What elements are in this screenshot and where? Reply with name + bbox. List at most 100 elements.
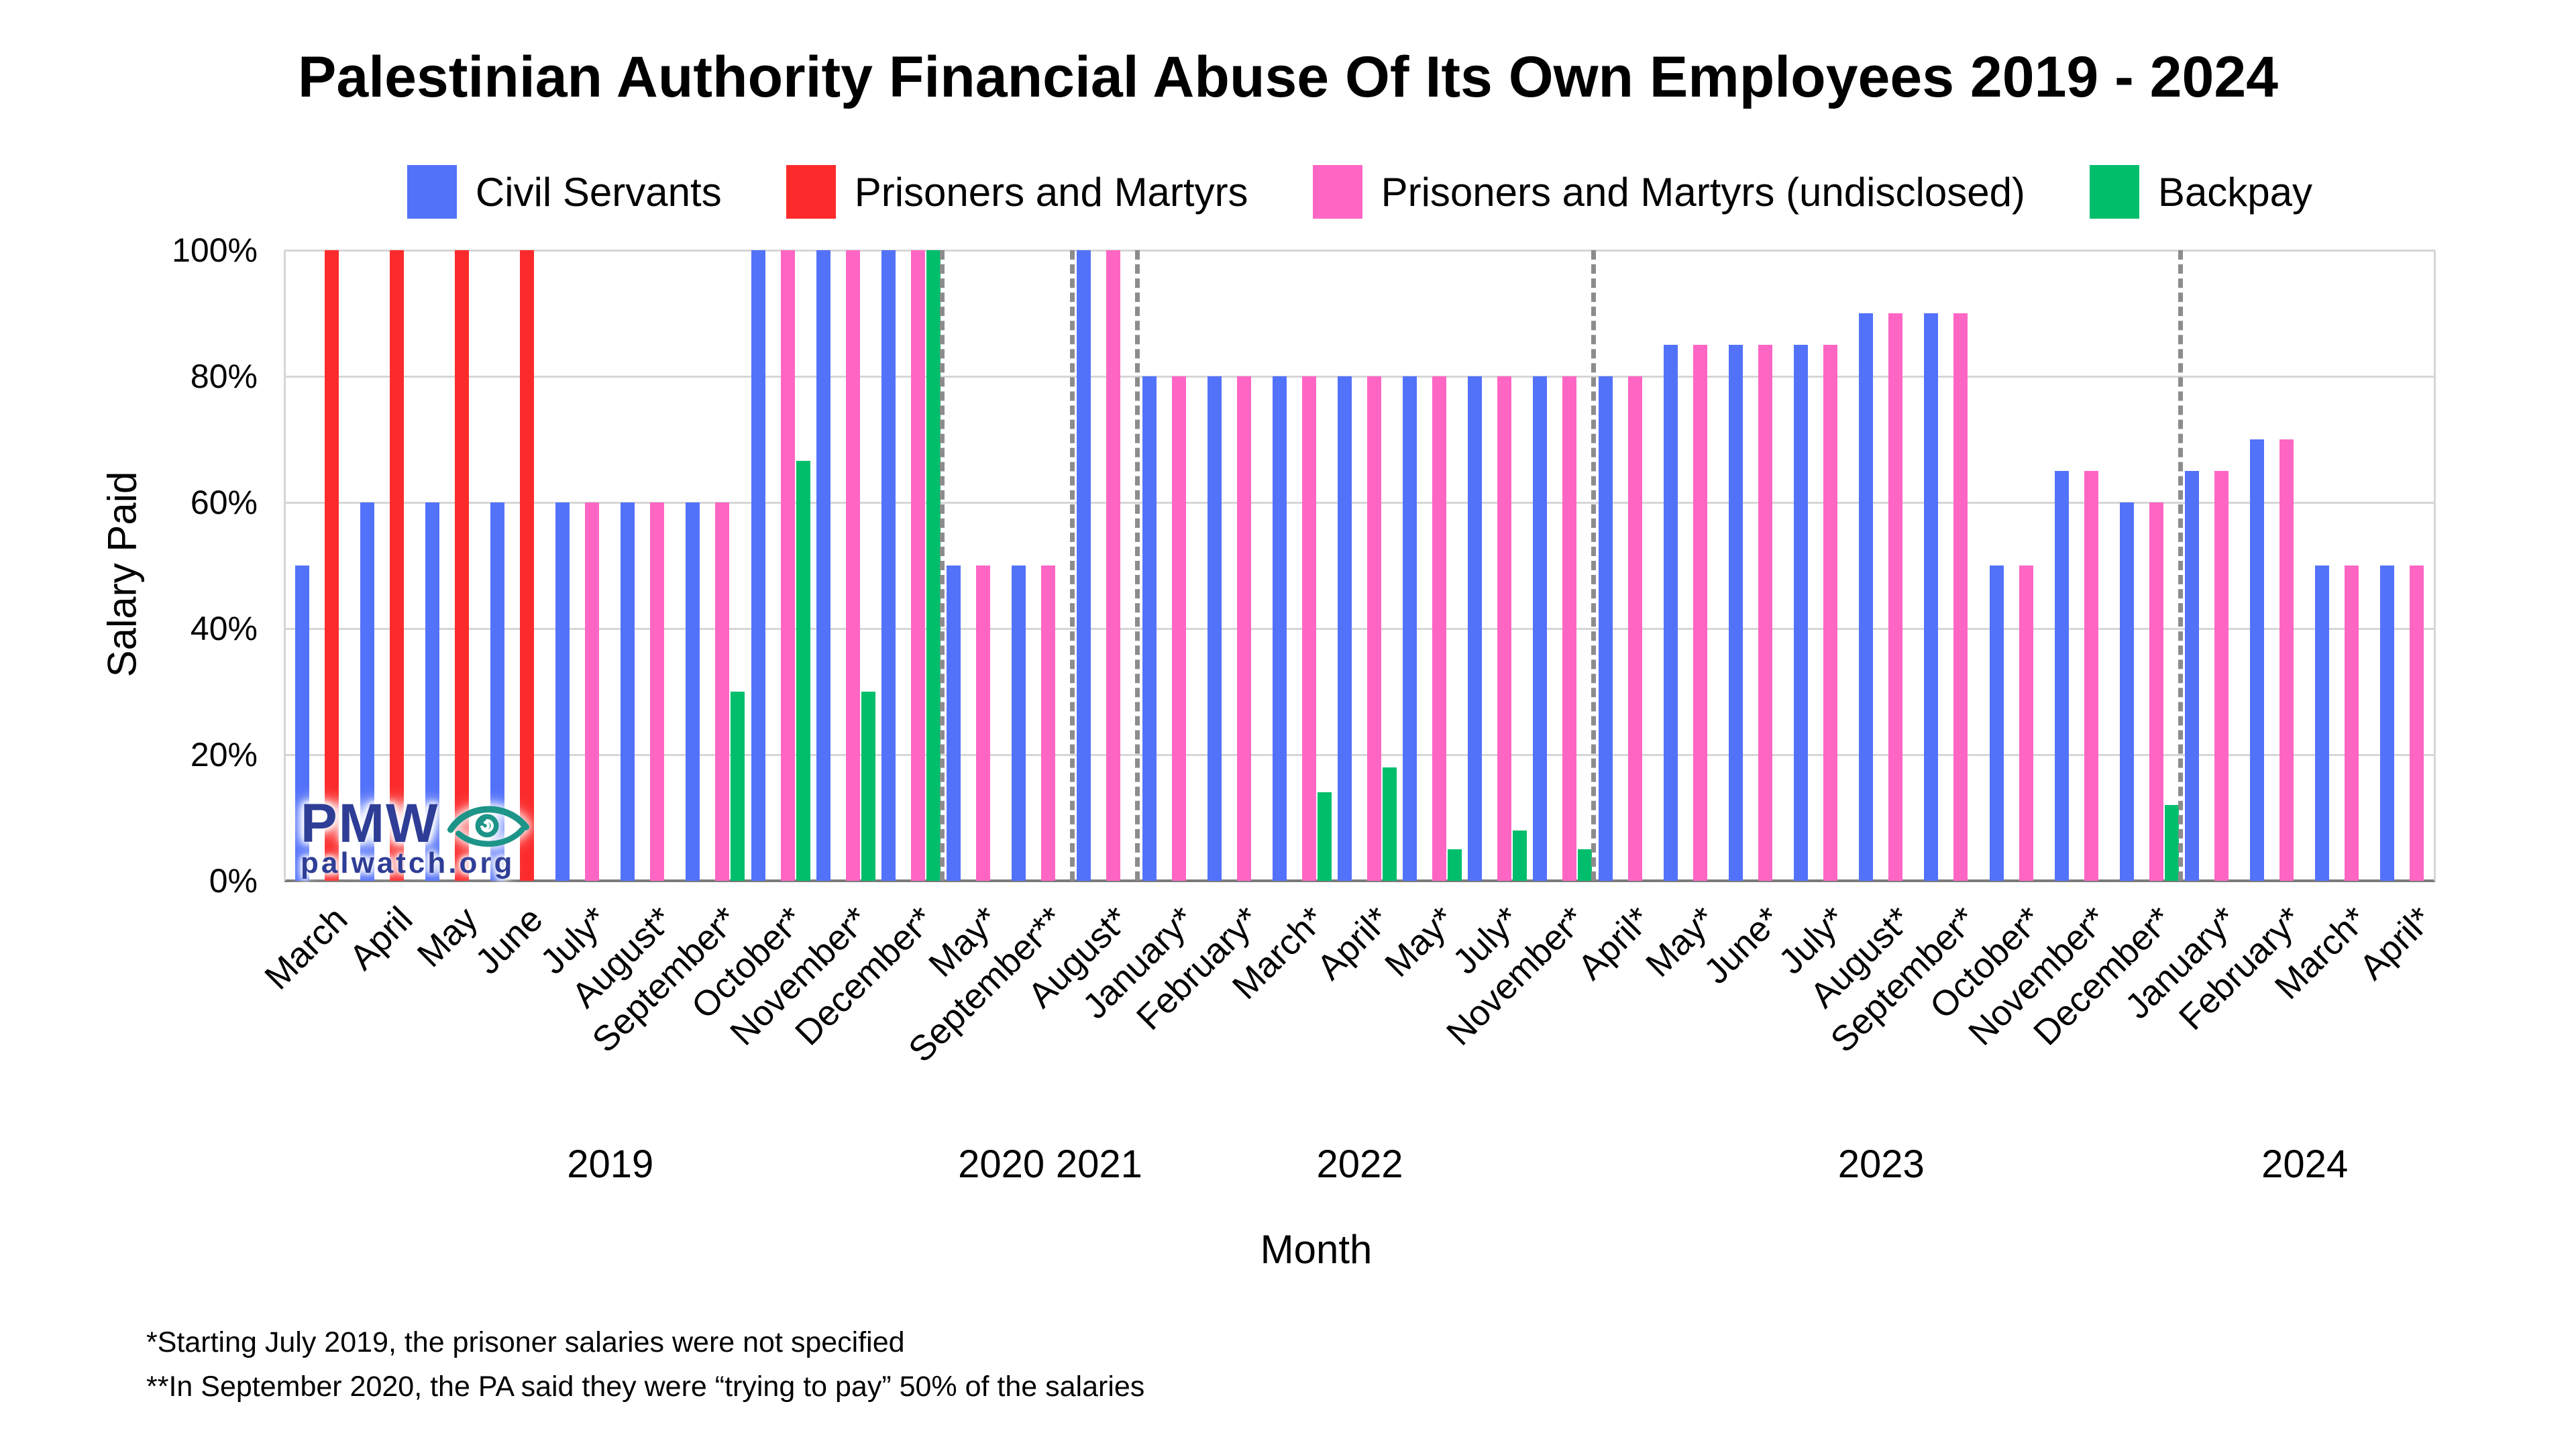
bar-undisclosed [1171, 376, 1186, 881]
bar-civil [1403, 376, 1417, 881]
legend-item: Prisoners and Martyrs [786, 165, 1248, 219]
bar-prisoners [324, 250, 339, 881]
bar-undisclosed [1432, 376, 1447, 881]
bar-undisclosed [1301, 376, 1316, 881]
bar-civil [1924, 313, 1939, 881]
bar-civil [621, 502, 635, 881]
bar-civil [1533, 376, 1548, 881]
bar-civil [360, 502, 374, 881]
year-label-2024: 2024 [2261, 1142, 2349, 1186]
bar-undisclosed [2084, 471, 2098, 881]
bar-prisoners [454, 250, 469, 881]
gridline-60 [284, 502, 2435, 504]
legend-swatch [407, 165, 457, 219]
bar-civil [294, 566, 309, 881]
bar-civil [2315, 566, 2330, 881]
bar-backpay [1317, 792, 1332, 881]
bar-civil [751, 250, 765, 881]
bar-backpay [1448, 849, 1462, 881]
legend-label: Prisoners and Martyrs [854, 169, 1248, 215]
year-label-2021: 2021 [1055, 1142, 1142, 1186]
bar-undisclosed [780, 250, 795, 881]
bar-undisclosed [1627, 376, 1642, 881]
y-tick-label: 60% [190, 484, 258, 521]
bar-civil [947, 566, 961, 881]
year-separator [939, 250, 945, 881]
bar-undisclosed [1106, 250, 1121, 881]
gridline-80 [284, 376, 2435, 378]
bar-backpay [2164, 805, 2179, 881]
y-tick-label: 20% [190, 736, 258, 773]
bar-backpay [926, 250, 941, 881]
bar-backpay [861, 692, 875, 881]
footnote-1: *Starting July 2019, the prisoner salari… [146, 1326, 905, 1358]
bar-civil [1728, 345, 1743, 881]
legend-item: Prisoners and Martyrs (undisclosed) [1312, 165, 2025, 219]
year-separator [1135, 250, 1140, 881]
y-tick-label: 100% [172, 231, 258, 269]
plot-area: PMW palwatch.org [284, 250, 2436, 882]
bar-undisclosed [2345, 566, 2359, 881]
x-axis-line [284, 879, 2435, 882]
bar-undisclosed [1888, 313, 1903, 881]
footnotes: *Starting July 2019, the prisoner salari… [146, 1320, 1144, 1409]
legend-swatch [2089, 165, 2139, 219]
pmw-watermark: PMW palwatch.org [301, 796, 530, 878]
bar-civil [2184, 471, 2199, 881]
year-label-2022: 2022 [1316, 1142, 1403, 1186]
gridline-40 [284, 628, 2435, 630]
bar-civil [1077, 250, 1091, 881]
x-axis-title: Month [1260, 1227, 1373, 1272]
y-tick-label: 0% [209, 862, 258, 900]
bar-civil [1794, 345, 1809, 881]
legend-item: Civil Servants [407, 165, 722, 219]
bar-civil [1012, 566, 1026, 881]
bar-civil [816, 250, 830, 881]
legend: Civil Servants Prisoners and Martyrs Priso… [284, 165, 2435, 219]
bar-undisclosed [910, 250, 925, 881]
bar-undisclosed [1041, 566, 1056, 881]
plot-right-border [2434, 250, 2436, 881]
pmw-eye-icon [447, 806, 530, 847]
bar-undisclosed [845, 250, 860, 881]
legend-item: Backpay [2089, 165, 2313, 219]
bar-backpay [731, 692, 745, 881]
bar-undisclosed [1823, 345, 1838, 881]
bar-undisclosed [1236, 376, 1251, 881]
pmw-logo-text: PMW [301, 793, 439, 854]
bar-undisclosed [976, 566, 991, 881]
bar-undisclosed [2214, 471, 2229, 881]
legend-swatch [1312, 165, 1362, 219]
y-tick-label: 80% [190, 358, 258, 395]
legend-label: Backpay [2157, 169, 2313, 215]
bar-civil [2119, 502, 2134, 881]
bar-undisclosed [585, 502, 600, 881]
bar-civil [1338, 376, 1352, 881]
bar-civil [1272, 376, 1287, 881]
bar-civil [1859, 313, 1874, 881]
pmw-logo-url: palwatch.org [301, 847, 515, 879]
bar-civil [555, 502, 570, 881]
chart-title: Palestinian Authority Financial Abuse Of… [298, 45, 2278, 109]
year-label-2019: 2019 [567, 1142, 654, 1186]
bar-prisoners [520, 250, 535, 881]
bar-undisclosed [1497, 376, 1512, 881]
bar-civil [686, 502, 700, 881]
legend-label: Civil Servants [475, 169, 722, 215]
bar-undisclosed [1562, 376, 1577, 881]
bar-undisclosed [2410, 566, 2424, 881]
gridline-100 [284, 250, 2435, 252]
bar-civil [2380, 566, 2395, 881]
bar-undisclosed [1693, 345, 1707, 881]
y-tick-label: 40% [190, 610, 258, 647]
bar-backpay [796, 460, 810, 881]
year-label-2023: 2023 [1837, 1142, 1925, 1186]
bar-undisclosed [1758, 345, 1772, 881]
year-separator [2178, 250, 2183, 881]
bar-civil [1989, 566, 2004, 881]
footnote-2: **In September 2020, the PA said they we… [146, 1371, 1145, 1403]
bar-civil [425, 502, 439, 881]
bar-civil [881, 250, 896, 881]
legend-swatch [786, 165, 836, 219]
